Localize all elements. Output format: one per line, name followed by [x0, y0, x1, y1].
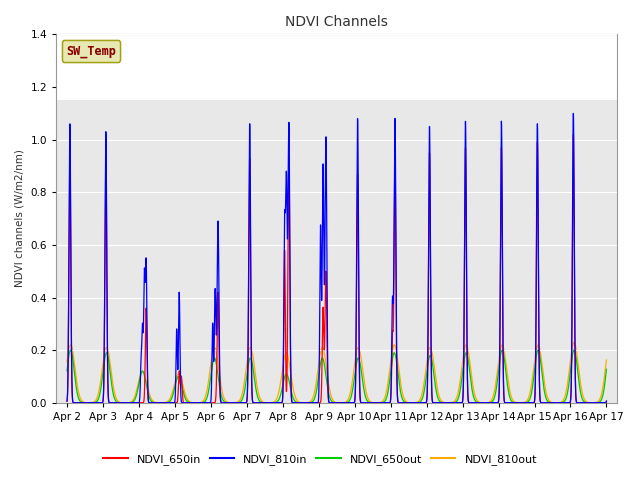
- Title: NDVI Channels: NDVI Channels: [285, 15, 388, 29]
- Legend: NDVI_650in, NDVI_810in, NDVI_650out, NDVI_810out: NDVI_650in, NDVI_810in, NDVI_650out, NDV…: [99, 450, 541, 469]
- Bar: [56, 35, 617, 100]
- Y-axis label: NDVI channels (W/m2/nm): NDVI channels (W/m2/nm): [15, 150, 25, 288]
- Legend: SW_Temp: SW_Temp: [62, 40, 120, 62]
